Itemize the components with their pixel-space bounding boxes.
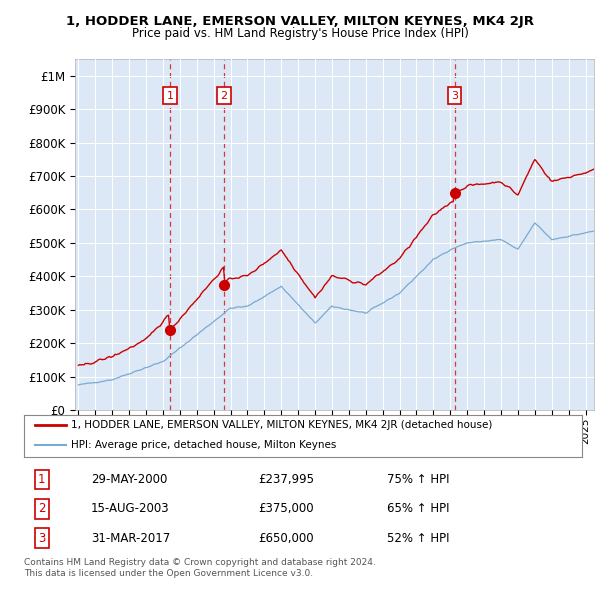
Text: 75% ↑ HPI: 75% ↑ HPI (387, 473, 449, 486)
Text: 2: 2 (221, 91, 227, 101)
Text: HPI: Average price, detached house, Milton Keynes: HPI: Average price, detached house, Milt… (71, 440, 337, 450)
Text: This data is licensed under the Open Government Licence v3.0.: This data is licensed under the Open Gov… (24, 569, 313, 578)
Text: 2: 2 (38, 502, 46, 516)
Text: Contains HM Land Registry data © Crown copyright and database right 2024.: Contains HM Land Registry data © Crown c… (24, 558, 376, 566)
Text: 31-MAR-2017: 31-MAR-2017 (91, 532, 170, 545)
Text: 52% ↑ HPI: 52% ↑ HPI (387, 532, 449, 545)
Text: 1: 1 (166, 91, 173, 101)
Text: Price paid vs. HM Land Registry's House Price Index (HPI): Price paid vs. HM Land Registry's House … (131, 27, 469, 40)
Text: 1, HODDER LANE, EMERSON VALLEY, MILTON KEYNES, MK4 2JR: 1, HODDER LANE, EMERSON VALLEY, MILTON K… (66, 15, 534, 28)
Text: £375,000: £375,000 (259, 502, 314, 516)
Text: £650,000: £650,000 (259, 532, 314, 545)
Text: 3: 3 (451, 91, 458, 101)
Text: £237,995: £237,995 (259, 473, 314, 486)
Text: 1: 1 (38, 473, 46, 486)
Text: 15-AUG-2003: 15-AUG-2003 (91, 502, 170, 516)
Text: 29-MAY-2000: 29-MAY-2000 (91, 473, 167, 486)
Text: 65% ↑ HPI: 65% ↑ HPI (387, 502, 449, 516)
Text: 3: 3 (38, 532, 46, 545)
Text: 1, HODDER LANE, EMERSON VALLEY, MILTON KEYNES, MK4 2JR (detached house): 1, HODDER LANE, EMERSON VALLEY, MILTON K… (71, 421, 493, 430)
